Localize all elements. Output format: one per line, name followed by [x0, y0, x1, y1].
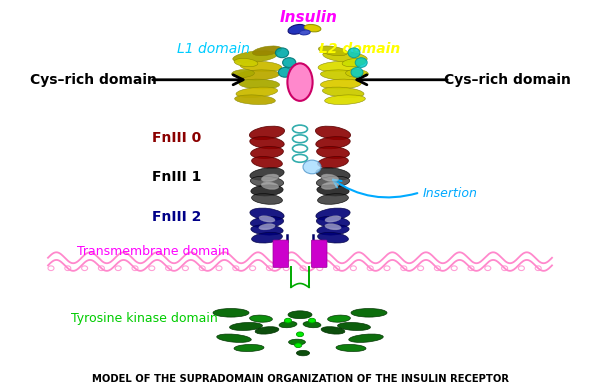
- Ellipse shape: [296, 350, 310, 356]
- Ellipse shape: [304, 25, 321, 32]
- Ellipse shape: [235, 95, 275, 104]
- Ellipse shape: [250, 217, 284, 228]
- Ellipse shape: [299, 30, 310, 35]
- Ellipse shape: [259, 224, 275, 230]
- Ellipse shape: [321, 326, 345, 334]
- Ellipse shape: [303, 321, 321, 328]
- Ellipse shape: [325, 224, 341, 230]
- Ellipse shape: [251, 232, 283, 243]
- Ellipse shape: [278, 67, 292, 77]
- Ellipse shape: [251, 194, 283, 204]
- Ellipse shape: [355, 57, 367, 67]
- Text: L1 domain: L1 domain: [176, 42, 250, 56]
- Ellipse shape: [317, 147, 349, 158]
- Ellipse shape: [250, 126, 284, 140]
- Ellipse shape: [320, 79, 361, 89]
- Text: L2 domain: L2 domain: [319, 42, 401, 56]
- Ellipse shape: [239, 79, 280, 89]
- Ellipse shape: [250, 136, 284, 149]
- Ellipse shape: [279, 321, 297, 328]
- Ellipse shape: [316, 168, 350, 180]
- FancyBboxPatch shape: [311, 240, 327, 267]
- Text: Cys–rich domain: Cys–rich domain: [29, 73, 157, 87]
- Text: Insulin: Insulin: [280, 10, 338, 25]
- Text: FnIII 1: FnIII 1: [152, 170, 202, 184]
- Ellipse shape: [232, 70, 254, 77]
- Ellipse shape: [316, 217, 350, 228]
- Ellipse shape: [253, 46, 281, 56]
- Ellipse shape: [317, 156, 349, 168]
- Ellipse shape: [317, 185, 349, 196]
- Ellipse shape: [236, 70, 280, 80]
- Ellipse shape: [342, 59, 366, 66]
- Ellipse shape: [234, 344, 264, 352]
- Ellipse shape: [275, 48, 289, 57]
- Ellipse shape: [259, 216, 275, 222]
- FancyBboxPatch shape: [273, 240, 289, 267]
- Ellipse shape: [287, 63, 313, 101]
- Ellipse shape: [348, 48, 360, 57]
- Ellipse shape: [262, 174, 278, 182]
- Ellipse shape: [319, 46, 347, 56]
- Ellipse shape: [250, 176, 284, 187]
- Ellipse shape: [317, 194, 349, 204]
- Ellipse shape: [346, 70, 368, 77]
- Ellipse shape: [283, 57, 296, 67]
- Ellipse shape: [308, 318, 316, 323]
- Ellipse shape: [320, 70, 364, 80]
- Ellipse shape: [328, 315, 350, 322]
- Ellipse shape: [284, 318, 292, 323]
- Text: Transmembrane domain: Transmembrane domain: [77, 244, 229, 258]
- Ellipse shape: [336, 344, 366, 352]
- Ellipse shape: [317, 225, 349, 235]
- Ellipse shape: [325, 95, 365, 104]
- Ellipse shape: [233, 51, 277, 63]
- Ellipse shape: [289, 339, 305, 345]
- Ellipse shape: [251, 156, 283, 168]
- Text: FnIII 0: FnIII 0: [152, 131, 202, 145]
- Ellipse shape: [322, 87, 364, 97]
- Ellipse shape: [230, 323, 262, 330]
- Ellipse shape: [236, 87, 278, 97]
- Ellipse shape: [288, 311, 312, 319]
- Ellipse shape: [316, 176, 350, 187]
- Ellipse shape: [338, 323, 370, 330]
- Ellipse shape: [349, 334, 383, 343]
- Ellipse shape: [318, 61, 360, 72]
- Ellipse shape: [251, 225, 283, 235]
- Ellipse shape: [321, 182, 339, 190]
- Ellipse shape: [316, 208, 350, 221]
- Ellipse shape: [251, 185, 283, 196]
- Text: MODEL OF THE SUPRADOMAIN ORGANIZATION OF THE INSULIN RECEPTOR: MODEL OF THE SUPRADOMAIN ORGANIZATION OF…: [91, 374, 509, 384]
- Ellipse shape: [217, 334, 251, 343]
- Ellipse shape: [325, 216, 341, 222]
- Ellipse shape: [323, 51, 367, 63]
- Ellipse shape: [295, 343, 302, 348]
- Ellipse shape: [351, 308, 387, 317]
- Ellipse shape: [322, 174, 338, 182]
- Ellipse shape: [250, 315, 272, 322]
- Ellipse shape: [303, 160, 321, 174]
- Text: Insertion: Insertion: [423, 187, 478, 200]
- Text: FnIII 2: FnIII 2: [152, 210, 202, 224]
- Ellipse shape: [317, 232, 349, 243]
- Ellipse shape: [288, 25, 306, 34]
- Ellipse shape: [261, 182, 279, 190]
- Ellipse shape: [250, 208, 284, 221]
- Text: Cys–rich domain: Cys–rich domain: [443, 73, 571, 87]
- Ellipse shape: [316, 126, 350, 140]
- Ellipse shape: [316, 136, 350, 149]
- Ellipse shape: [255, 326, 279, 334]
- Ellipse shape: [213, 308, 249, 317]
- Ellipse shape: [296, 332, 304, 337]
- Ellipse shape: [240, 61, 282, 72]
- Text: Tyrosine kinase domain: Tyrosine kinase domain: [71, 312, 217, 325]
- Ellipse shape: [351, 67, 363, 77]
- Ellipse shape: [234, 59, 258, 66]
- Ellipse shape: [251, 147, 283, 158]
- Ellipse shape: [250, 168, 284, 180]
